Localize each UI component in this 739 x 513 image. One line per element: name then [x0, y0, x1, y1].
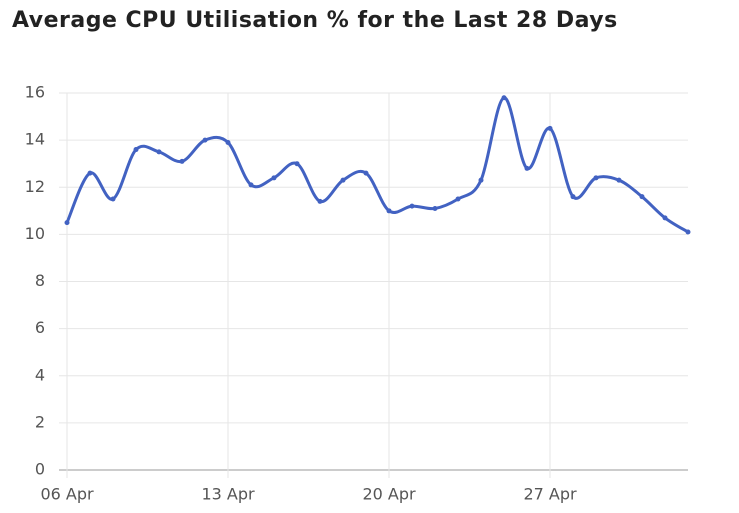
point [685, 229, 691, 235]
y-tick-label: 14 [25, 130, 45, 149]
x-tick-label: 27 Apr [523, 485, 577, 504]
point [593, 175, 599, 181]
point [386, 208, 392, 214]
point [547, 125, 553, 131]
point [639, 194, 645, 200]
y-tick-label: 2 [35, 412, 45, 431]
y-tick-label: 8 [35, 271, 45, 290]
point [179, 158, 185, 164]
chart-title: Average CPU Utilisation % for the Last 2… [12, 8, 618, 33]
y-tick-label: 16 [25, 83, 45, 102]
line [65, 96, 689, 234]
point [110, 196, 116, 202]
point [317, 198, 323, 204]
point [432, 205, 438, 211]
y-tick-label: 12 [25, 177, 45, 196]
point [64, 220, 70, 226]
y-tick-label: 6 [35, 318, 45, 337]
point [478, 177, 484, 183]
x-tick-label: 06 Apr [40, 485, 94, 504]
point [409, 203, 415, 209]
point [501, 95, 507, 101]
x-tick-label: 20 Apr [362, 485, 416, 504]
point [202, 137, 208, 143]
point [363, 170, 369, 176]
x-tick-label: 13 Apr [201, 485, 255, 504]
y-tick-label: 4 [35, 365, 45, 384]
point [662, 215, 668, 221]
point [271, 175, 277, 181]
point [455, 196, 461, 202]
point [294, 161, 300, 167]
point [616, 177, 622, 183]
point [248, 182, 254, 188]
point [570, 194, 576, 200]
point [340, 177, 346, 183]
point [133, 147, 139, 153]
point [87, 170, 93, 176]
point [225, 139, 231, 145]
y-tick-label: 10 [25, 224, 45, 243]
y-tick-label: 0 [35, 460, 45, 479]
point [156, 149, 162, 155]
point [524, 165, 530, 171]
